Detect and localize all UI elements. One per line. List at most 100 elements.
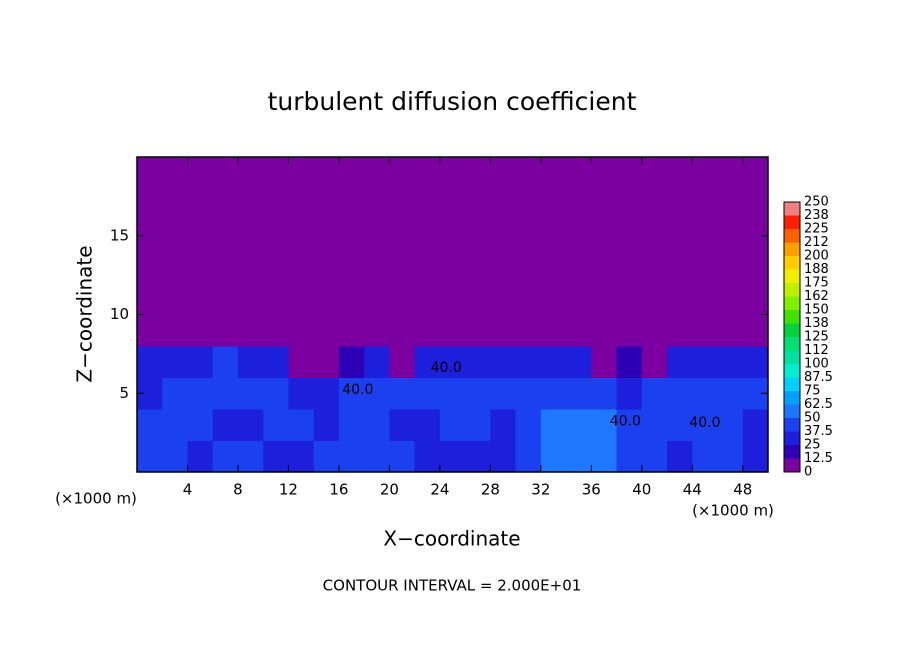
cell <box>414 377 441 410</box>
x-unit-label: (×1000 m) <box>692 502 774 520</box>
cell <box>162 157 188 189</box>
colorbar-swatch <box>784 242 800 256</box>
x-tick-label: 44 <box>683 481 702 499</box>
cell <box>263 440 289 473</box>
cell <box>212 157 239 189</box>
colorbar-swatch <box>784 337 800 351</box>
cell <box>742 314 769 347</box>
cell <box>137 283 163 315</box>
y-axis-label: Z−coordinate <box>73 245 97 382</box>
cell <box>692 157 719 189</box>
x-tick-label: 28 <box>481 481 500 499</box>
colorbar-label: 50 <box>804 411 821 426</box>
cell <box>616 251 643 284</box>
cell <box>338 440 365 473</box>
cell <box>364 220 390 252</box>
cell <box>439 377 466 410</box>
cell <box>540 377 567 410</box>
cell <box>692 220 719 252</box>
cell <box>742 409 769 441</box>
cell <box>212 188 239 221</box>
cell <box>237 157 264 189</box>
cell <box>187 440 214 473</box>
cell <box>212 314 239 347</box>
cell <box>137 346 163 378</box>
cell <box>641 283 668 315</box>
y-tick-label: 15 <box>110 226 129 244</box>
colorbar-swatch <box>784 364 800 378</box>
contour-label: 40.0 <box>610 414 641 430</box>
cell <box>187 220 214 252</box>
cell <box>389 440 416 473</box>
cell <box>616 314 643 347</box>
cell <box>288 409 315 441</box>
cell <box>389 188 416 221</box>
cell <box>540 220 567 252</box>
cell <box>591 346 618 378</box>
cell <box>717 377 744 410</box>
cell <box>263 377 289 410</box>
cell <box>692 251 719 284</box>
cell <box>389 220 416 252</box>
colorbar-label: 162 <box>804 289 829 304</box>
cell <box>263 314 289 347</box>
x-tick-label: 12 <box>279 481 298 499</box>
cell <box>667 283 693 315</box>
cell <box>692 440 719 473</box>
cell <box>540 188 567 221</box>
cell <box>137 188 163 221</box>
cell <box>162 283 188 315</box>
cell <box>338 377 365 410</box>
colorbar-swatch <box>784 215 800 229</box>
cell <box>414 409 441 441</box>
cell <box>313 440 340 473</box>
cell <box>717 188 744 221</box>
colorbar-label: 200 <box>804 249 829 264</box>
cell <box>465 440 491 473</box>
cell <box>162 220 188 252</box>
cell <box>591 157 618 189</box>
cell <box>667 346 693 378</box>
y-tick-label: 10 <box>110 305 129 323</box>
cell <box>742 188 769 221</box>
cell <box>591 188 618 221</box>
cell <box>717 346 744 378</box>
colorbar-swatch <box>784 269 800 283</box>
cell <box>515 314 542 347</box>
cell <box>465 409 491 441</box>
cell <box>540 346 567 378</box>
cell <box>540 409 567 441</box>
cell <box>338 409 365 441</box>
cell <box>641 220 668 252</box>
cell <box>465 346 491 378</box>
cell <box>313 251 340 284</box>
cell <box>288 440 315 473</box>
cell <box>338 314 365 347</box>
cell <box>692 377 719 410</box>
colorbar-label: 112 <box>804 343 829 358</box>
cell <box>288 283 315 315</box>
cell <box>515 157 542 189</box>
colorbar-frame <box>783 201 801 473</box>
cell <box>540 283 567 315</box>
cell <box>263 283 289 315</box>
cell <box>389 409 416 441</box>
cell <box>237 283 264 315</box>
cell <box>237 346 264 378</box>
x-tick-label: 8 <box>233 481 243 499</box>
contour-label: 40.0 <box>689 415 720 431</box>
cell <box>692 346 719 378</box>
colorbar-swatch <box>784 404 800 418</box>
cell <box>742 346 769 378</box>
cell <box>465 377 491 410</box>
x-tick-label: 40 <box>632 481 651 499</box>
x-tick-label: 24 <box>430 481 449 499</box>
cell <box>490 409 517 441</box>
cell <box>237 377 264 410</box>
colorbar-swatch <box>784 229 800 243</box>
cell <box>439 440 466 473</box>
cell <box>212 440 239 473</box>
x-tick-label: 32 <box>531 481 550 499</box>
cell <box>212 409 239 441</box>
contour-label: 40.0 <box>431 360 462 376</box>
